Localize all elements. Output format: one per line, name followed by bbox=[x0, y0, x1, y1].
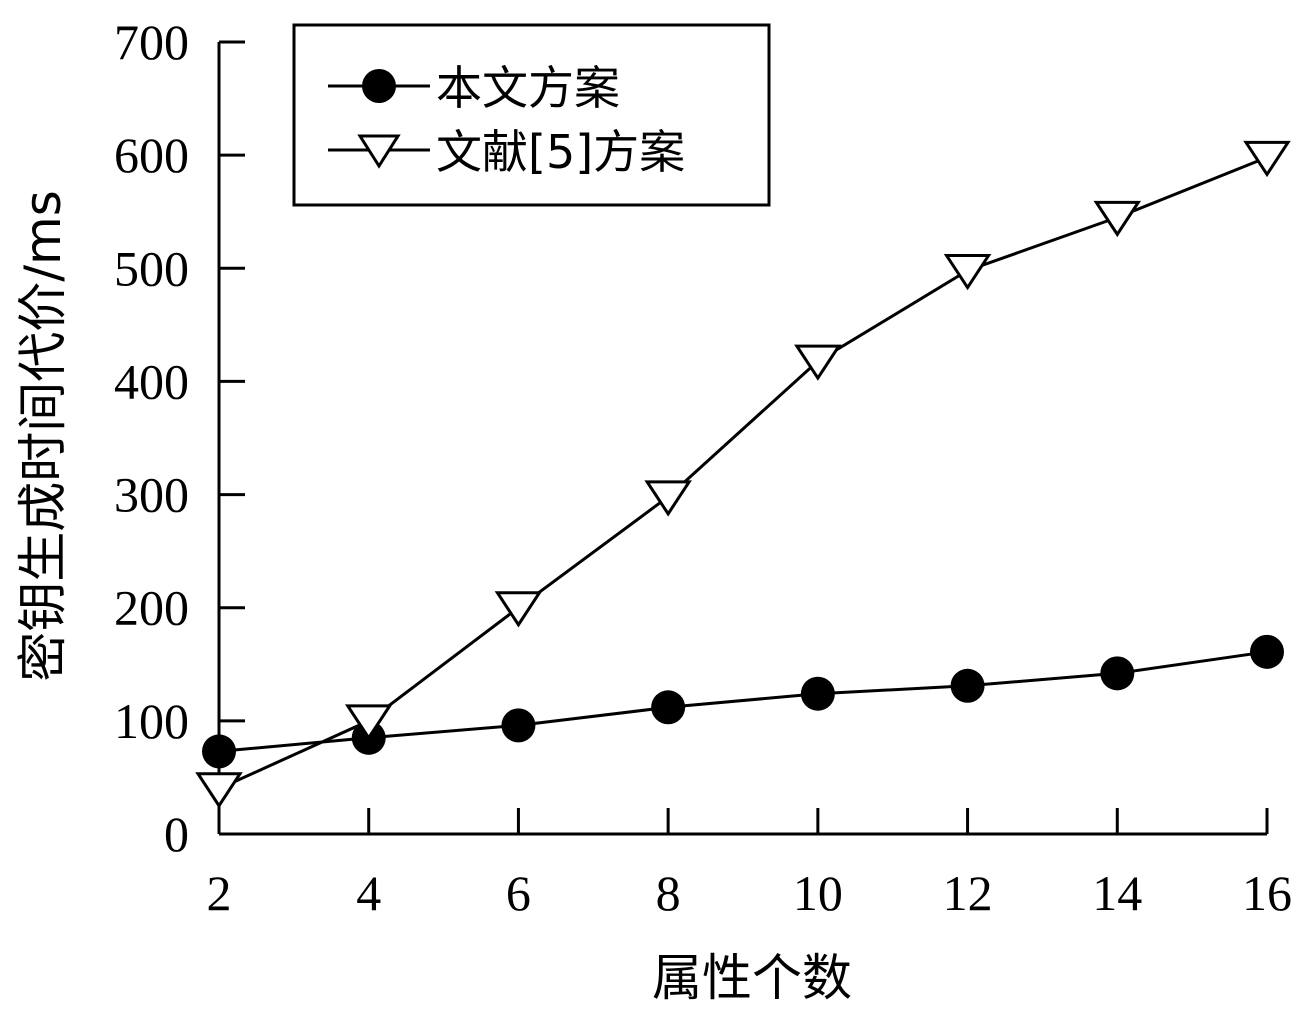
x-tick-label: 14 bbox=[1092, 865, 1142, 921]
y-tick-label: 300 bbox=[114, 467, 189, 523]
y-axis-title: 密钥生成时间代价/ms bbox=[14, 190, 72, 682]
y-tick-label: 200 bbox=[114, 580, 189, 636]
legend-marker-series-2 bbox=[357, 134, 401, 169]
legend-label-series-1: 本文方案 bbox=[436, 61, 620, 115]
series-2-point bbox=[794, 344, 842, 381]
series-2-point bbox=[943, 254, 992, 291]
series-2-point bbox=[344, 704, 393, 741]
x-tick-label: 4 bbox=[356, 865, 381, 921]
axes: 0 100 200 300 400 500 600 700 2 4 6 8 10 12 14 16 bbox=[114, 14, 1292, 921]
series-layer bbox=[195, 140, 1291, 809]
series-1-point bbox=[501, 708, 536, 743]
x-tick-label: 6 bbox=[506, 865, 531, 921]
x-tick-label: 16 bbox=[1242, 865, 1292, 921]
legend-label-series-2: 文献[5]方案 bbox=[436, 125, 685, 179]
series-2-point bbox=[1093, 200, 1142, 238]
series-line-1 bbox=[218, 650, 1268, 753]
series-1-point bbox=[202, 734, 236, 769]
legend: 本文方案 文献[5]方案 bbox=[292, 23, 771, 207]
legend-box bbox=[292, 23, 771, 207]
x-tick-label: 2 bbox=[207, 865, 232, 921]
y-tick-label: 0 bbox=[164, 806, 189, 862]
x-tick-label: 12 bbox=[943, 865, 993, 921]
y-tick-label: 100 bbox=[114, 693, 189, 749]
series-1-point bbox=[800, 676, 835, 711]
y-tick-label: 700 bbox=[114, 14, 189, 70]
legend-marker-series-1 bbox=[362, 69, 396, 103]
series-2-point bbox=[494, 591, 543, 628]
y-tick-label: 500 bbox=[114, 240, 189, 296]
series-1-point bbox=[1100, 656, 1135, 691]
x-tick-label: 8 bbox=[656, 865, 681, 921]
series-2-point bbox=[1243, 140, 1291, 178]
x-tick-label: 10 bbox=[793, 865, 843, 921]
x-axis-title: 属性个数 bbox=[652, 949, 852, 1007]
series-1-point bbox=[1250, 634, 1284, 669]
series-2-point bbox=[644, 480, 692, 517]
y-tick-label: 400 bbox=[114, 353, 189, 409]
series-2-point bbox=[195, 772, 243, 809]
series-1-point bbox=[651, 690, 686, 725]
series-line-2 bbox=[218, 156, 1268, 791]
y-tick-label: 600 bbox=[114, 127, 189, 183]
series-1-point bbox=[950, 668, 985, 703]
